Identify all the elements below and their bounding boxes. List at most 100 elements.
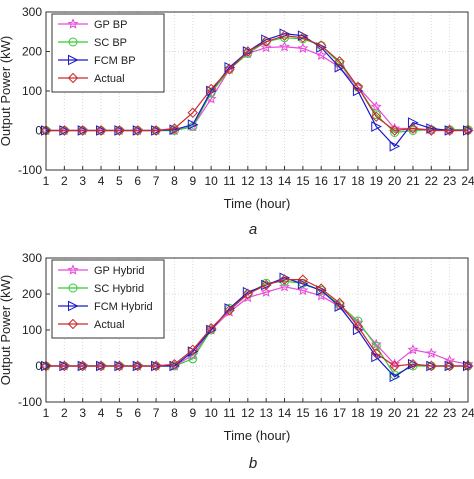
data-point xyxy=(352,81,364,93)
legend-marker xyxy=(68,300,79,312)
data-point xyxy=(260,286,272,297)
x-tick-label: 1 xyxy=(43,174,50,188)
x-tick-label: 7 xyxy=(153,174,160,188)
panel-caption: b xyxy=(249,455,257,472)
data-point xyxy=(224,304,235,316)
legend-item: GP Hybrid xyxy=(58,264,145,277)
y-axis-label: Output Power (kW) xyxy=(0,275,13,386)
x-tick-label: 16 xyxy=(315,174,329,188)
data-point xyxy=(279,30,290,41)
data-point xyxy=(371,351,382,363)
data-point xyxy=(59,125,70,136)
x-tick-label: 10 xyxy=(204,174,218,188)
data-point xyxy=(352,321,364,332)
data-point xyxy=(242,288,254,300)
x-tick-label: 21 xyxy=(406,174,420,188)
data-point xyxy=(407,343,419,355)
data-point xyxy=(389,360,400,372)
data-point xyxy=(334,56,345,67)
x-tick-label: 9 xyxy=(189,174,196,188)
data-point xyxy=(352,324,364,336)
legend-label: Actual xyxy=(94,73,125,85)
x-tick-label: 5 xyxy=(116,174,123,188)
data-point xyxy=(114,360,125,372)
x-tick-label: 7 xyxy=(153,406,160,420)
data-point xyxy=(242,46,254,57)
x-tick-label: 18 xyxy=(351,174,365,188)
data-point xyxy=(371,348,382,359)
data-point xyxy=(59,360,70,372)
series-line xyxy=(46,279,468,367)
legend-item: SC Hybrid xyxy=(58,283,144,295)
data-point xyxy=(316,40,327,51)
x-tick-label: 11 xyxy=(223,406,236,420)
x-tick-label: 16 xyxy=(315,406,329,420)
data-point xyxy=(371,341,381,351)
y-tick-label: 0 xyxy=(35,124,42,138)
series-line xyxy=(46,35,468,132)
data-point xyxy=(297,42,309,54)
y-tick-label: 300 xyxy=(22,251,42,265)
data-point xyxy=(352,85,364,97)
data-point xyxy=(425,347,437,359)
data-point xyxy=(426,360,437,372)
x-tick-label: 4 xyxy=(98,174,105,188)
data-point xyxy=(150,125,162,136)
data-point xyxy=(260,36,272,47)
data-point xyxy=(444,123,456,135)
data-point xyxy=(260,279,272,291)
data-point xyxy=(132,125,143,136)
data-point xyxy=(77,125,88,136)
x-tick-label: 22 xyxy=(425,174,439,188)
data-point xyxy=(371,121,382,132)
data-point xyxy=(150,360,162,372)
x-tick-label: 19 xyxy=(370,406,384,420)
x-tick-label: 1 xyxy=(43,406,50,420)
data-point xyxy=(444,360,455,372)
x-tick-label: 20 xyxy=(388,406,402,420)
y-tick-label: 100 xyxy=(22,323,42,337)
legend-marker xyxy=(67,318,79,330)
data-point xyxy=(334,297,345,309)
data-point xyxy=(169,123,180,134)
x-tick-label: 13 xyxy=(259,406,273,420)
legend-label: SC BP xyxy=(94,37,127,49)
data-point xyxy=(334,61,346,73)
data-point xyxy=(132,360,143,372)
data-point xyxy=(444,125,455,136)
data-point xyxy=(370,100,382,112)
data-point xyxy=(95,125,107,136)
data-point xyxy=(390,127,400,137)
legend-label: FCM BP xyxy=(94,55,136,67)
x-tick-label: 14 xyxy=(278,174,292,188)
x-tick-label: 24 xyxy=(461,406,474,420)
x-tick-label: 13 xyxy=(259,174,273,188)
x-tick-label: 14 xyxy=(278,406,292,420)
x-tick-label: 24 xyxy=(461,174,474,188)
legend-label: Actual xyxy=(94,319,125,331)
y-axis-label: Output Power (kW) xyxy=(0,36,13,147)
data-point xyxy=(187,107,198,118)
x-tick-label: 17 xyxy=(333,406,347,420)
series-actual xyxy=(40,274,474,372)
data-point xyxy=(371,110,381,120)
x-tick-label: 2 xyxy=(61,174,68,188)
data-point xyxy=(297,278,309,290)
legend-item: FCM BP xyxy=(58,54,136,67)
data-point xyxy=(316,283,327,294)
data-point xyxy=(224,64,235,75)
y-tick-label: -100 xyxy=(18,395,42,409)
y-tick-label: 200 xyxy=(22,45,42,59)
data-point xyxy=(389,371,401,383)
data-point xyxy=(389,125,400,136)
legend-item: FCM Hybrid xyxy=(58,300,153,313)
legend-item: GP BP xyxy=(58,18,127,31)
x-tick-label: 12 xyxy=(241,406,255,420)
x-tick-label: 5 xyxy=(116,406,123,420)
legend-marker xyxy=(68,54,79,66)
legend-label: FCM Hybrid xyxy=(94,301,153,313)
data-point xyxy=(187,119,199,130)
data-point xyxy=(407,123,419,134)
data-point xyxy=(444,354,456,366)
